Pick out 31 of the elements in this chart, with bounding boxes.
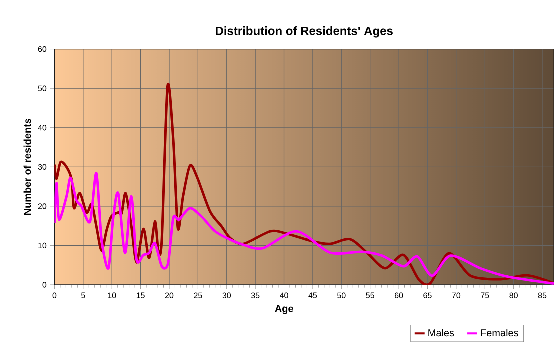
y-axis-title: Number of residents [24, 118, 32, 216]
x-tick-label: 5 [81, 292, 86, 298]
legend-label: Females [481, 329, 518, 337]
y-tick-label: 0 [42, 282, 47, 288]
x-tick-label: 85 [538, 292, 547, 298]
x-tick-label: 80 [510, 292, 518, 298]
x-tick-label: 10 [108, 292, 116, 298]
y-tick-label: 30 [38, 164, 47, 170]
x-tick-label: 65 [424, 292, 432, 298]
y-tick-label: 20 [38, 204, 47, 210]
chart-title: Distribution of Residents' Ages [216, 26, 393, 38]
y-tick-label: 60 [38, 46, 47, 52]
x-axis-title: Age [275, 305, 294, 314]
x-tick-label: 75 [481, 292, 490, 298]
x-tick-label: 60 [394, 292, 404, 298]
x-tick-label: 55 [366, 292, 374, 298]
y-tick-label: 40 [38, 125, 47, 131]
x-tick-label: 25 [194, 292, 202, 298]
x-tick-label: 40 [280, 292, 288, 298]
y-tick-label: 50 [38, 86, 47, 92]
x-tick-label: 0 [52, 292, 57, 298]
x-tick-label: 35 [251, 292, 260, 298]
line-series [54, 172, 554, 285]
x-tick-label: 50 [338, 292, 346, 298]
x-tick-label: 20 [165, 292, 174, 298]
x-tick-label: 15 [136, 292, 145, 298]
y-tick-label: 10 [38, 242, 47, 249]
x-tick-label: 70 [452, 292, 461, 298]
x-tick-label: 45 [308, 292, 318, 298]
legend-label: Males [428, 329, 454, 337]
x-tick-label: 30 [222, 292, 232, 298]
